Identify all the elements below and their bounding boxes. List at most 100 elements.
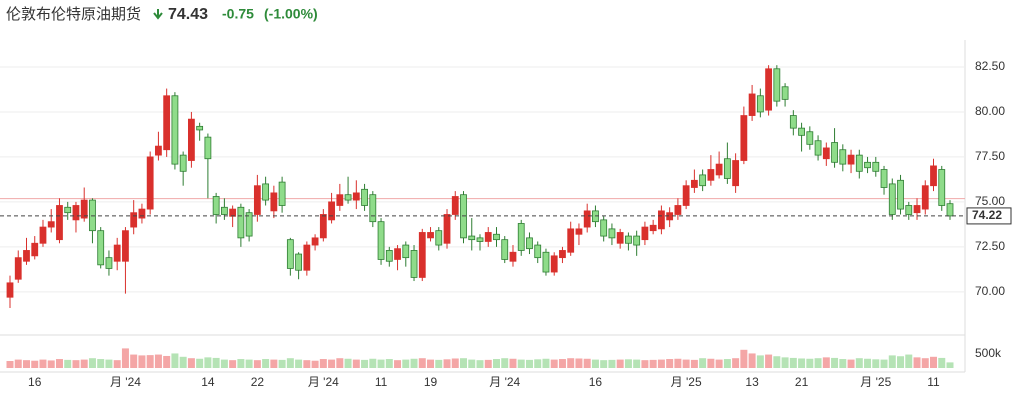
volume-bar: [427, 359, 435, 368]
candle-body: [822, 147, 830, 160]
volume-bar: [295, 359, 303, 368]
x-tick-label: 月 '25: [860, 375, 891, 389]
candle-body: [253, 185, 261, 215]
candle-body: [649, 224, 657, 232]
candle-body: [814, 140, 822, 156]
candle-body: [14, 257, 22, 280]
x-tick-label: 月 '24: [489, 375, 520, 389]
last-price-label: 74.22: [972, 208, 1002, 222]
candle-body: [559, 250, 566, 259]
candle-body: [451, 196, 459, 215]
volume-bar: [476, 360, 484, 368]
candle-body: [658, 210, 665, 230]
volume-bar: [831, 357, 839, 368]
volume-bar: [435, 359, 443, 368]
candle-body: [493, 233, 500, 241]
volume-bar: [839, 359, 847, 368]
volume-bar: [146, 355, 154, 368]
candle-body: [484, 232, 492, 242]
x-tick-label: 16: [28, 375, 42, 389]
candle-body: [468, 235, 476, 241]
x-tick-label: 月 '25: [671, 375, 702, 389]
change-pct: (-1.00%): [264, 6, 318, 22]
volume-bar: [88, 358, 96, 368]
candle-body: [245, 212, 253, 237]
volume-bar: [80, 359, 88, 368]
candle-body: [435, 230, 443, 246]
volume-bar: [550, 359, 558, 368]
volume-bar: [789, 357, 797, 368]
volume-bar: [690, 359, 698, 368]
candle-body: [501, 239, 509, 260]
candle-body: [682, 185, 690, 206]
candle-body: [105, 257, 113, 269]
candle-body: [534, 244, 542, 259]
candle-body: [608, 228, 616, 239]
volume-bar: [649, 359, 657, 368]
candle-body: [946, 203, 954, 217]
volume-bar: [55, 359, 63, 368]
candle-body: [600, 219, 608, 237]
volume-bar: [600, 360, 608, 368]
volume-bar: [616, 359, 624, 368]
volume-bar: [105, 359, 113, 368]
volume-bar: [443, 359, 451, 368]
volume-bar: [575, 358, 583, 368]
volume-bar: [163, 355, 171, 368]
candle-body: [262, 183, 270, 201]
volume-bar: [377, 359, 385, 368]
volume-bar: [921, 358, 929, 368]
candle-body: [270, 192, 278, 212]
candle-body: [526, 237, 533, 250]
candle-body: [427, 232, 434, 239]
candle-body: [699, 174, 707, 187]
volume-bar: [905, 354, 913, 368]
candle-body: [39, 226, 47, 244]
volume-bar: [699, 358, 707, 368]
volume-bar: [484, 359, 492, 368]
candle-body: [56, 205, 63, 241]
volume-bar: [517, 359, 525, 368]
volume-bar: [171, 353, 179, 368]
candle-body: [97, 230, 105, 266]
x-tick-label: 月 '24: [110, 375, 141, 389]
volume-bar: [47, 360, 55, 368]
candle-body: [443, 214, 451, 244]
candle-body: [625, 235, 632, 244]
candle-body: [179, 154, 187, 172]
candle-body: [641, 226, 649, 241]
volume-bar: [394, 360, 402, 368]
candle-body: [418, 232, 426, 278]
volume-bar: [847, 359, 855, 368]
candle-body: [831, 142, 838, 163]
volume-bar: [822, 357, 830, 368]
volume-bar: [525, 359, 533, 368]
candle-body: [220, 206, 228, 215]
candle-body: [47, 221, 55, 228]
volume-bar: [501, 358, 509, 368]
candle-body: [6, 282, 14, 298]
candle-body: [295, 253, 302, 271]
candle-body: [740, 115, 748, 161]
volume-bar: [278, 359, 286, 368]
candle-body: [122, 230, 129, 262]
candle-body: [286, 239, 294, 269]
x-tick-label: 22: [251, 375, 265, 389]
candle-body: [542, 251, 550, 273]
candle-body: [707, 169, 715, 181]
volume-bar: [732, 358, 740, 368]
candle-body: [723, 158, 731, 179]
candle-body: [567, 228, 575, 253]
candle-body: [773, 68, 781, 102]
volume-bar: [196, 358, 204, 368]
volume-bar: [558, 359, 566, 368]
candle-body: [385, 250, 393, 262]
y-tick-label: 80.00: [975, 104, 1005, 118]
chart-title: 伦敦布伦特原油期货: [6, 6, 141, 23]
volume-bar: [756, 355, 764, 368]
volume-bar: [674, 358, 682, 368]
volume-bar: [311, 360, 319, 368]
candle-body: [781, 86, 789, 100]
y2-tick-label: 500k: [975, 346, 1002, 360]
